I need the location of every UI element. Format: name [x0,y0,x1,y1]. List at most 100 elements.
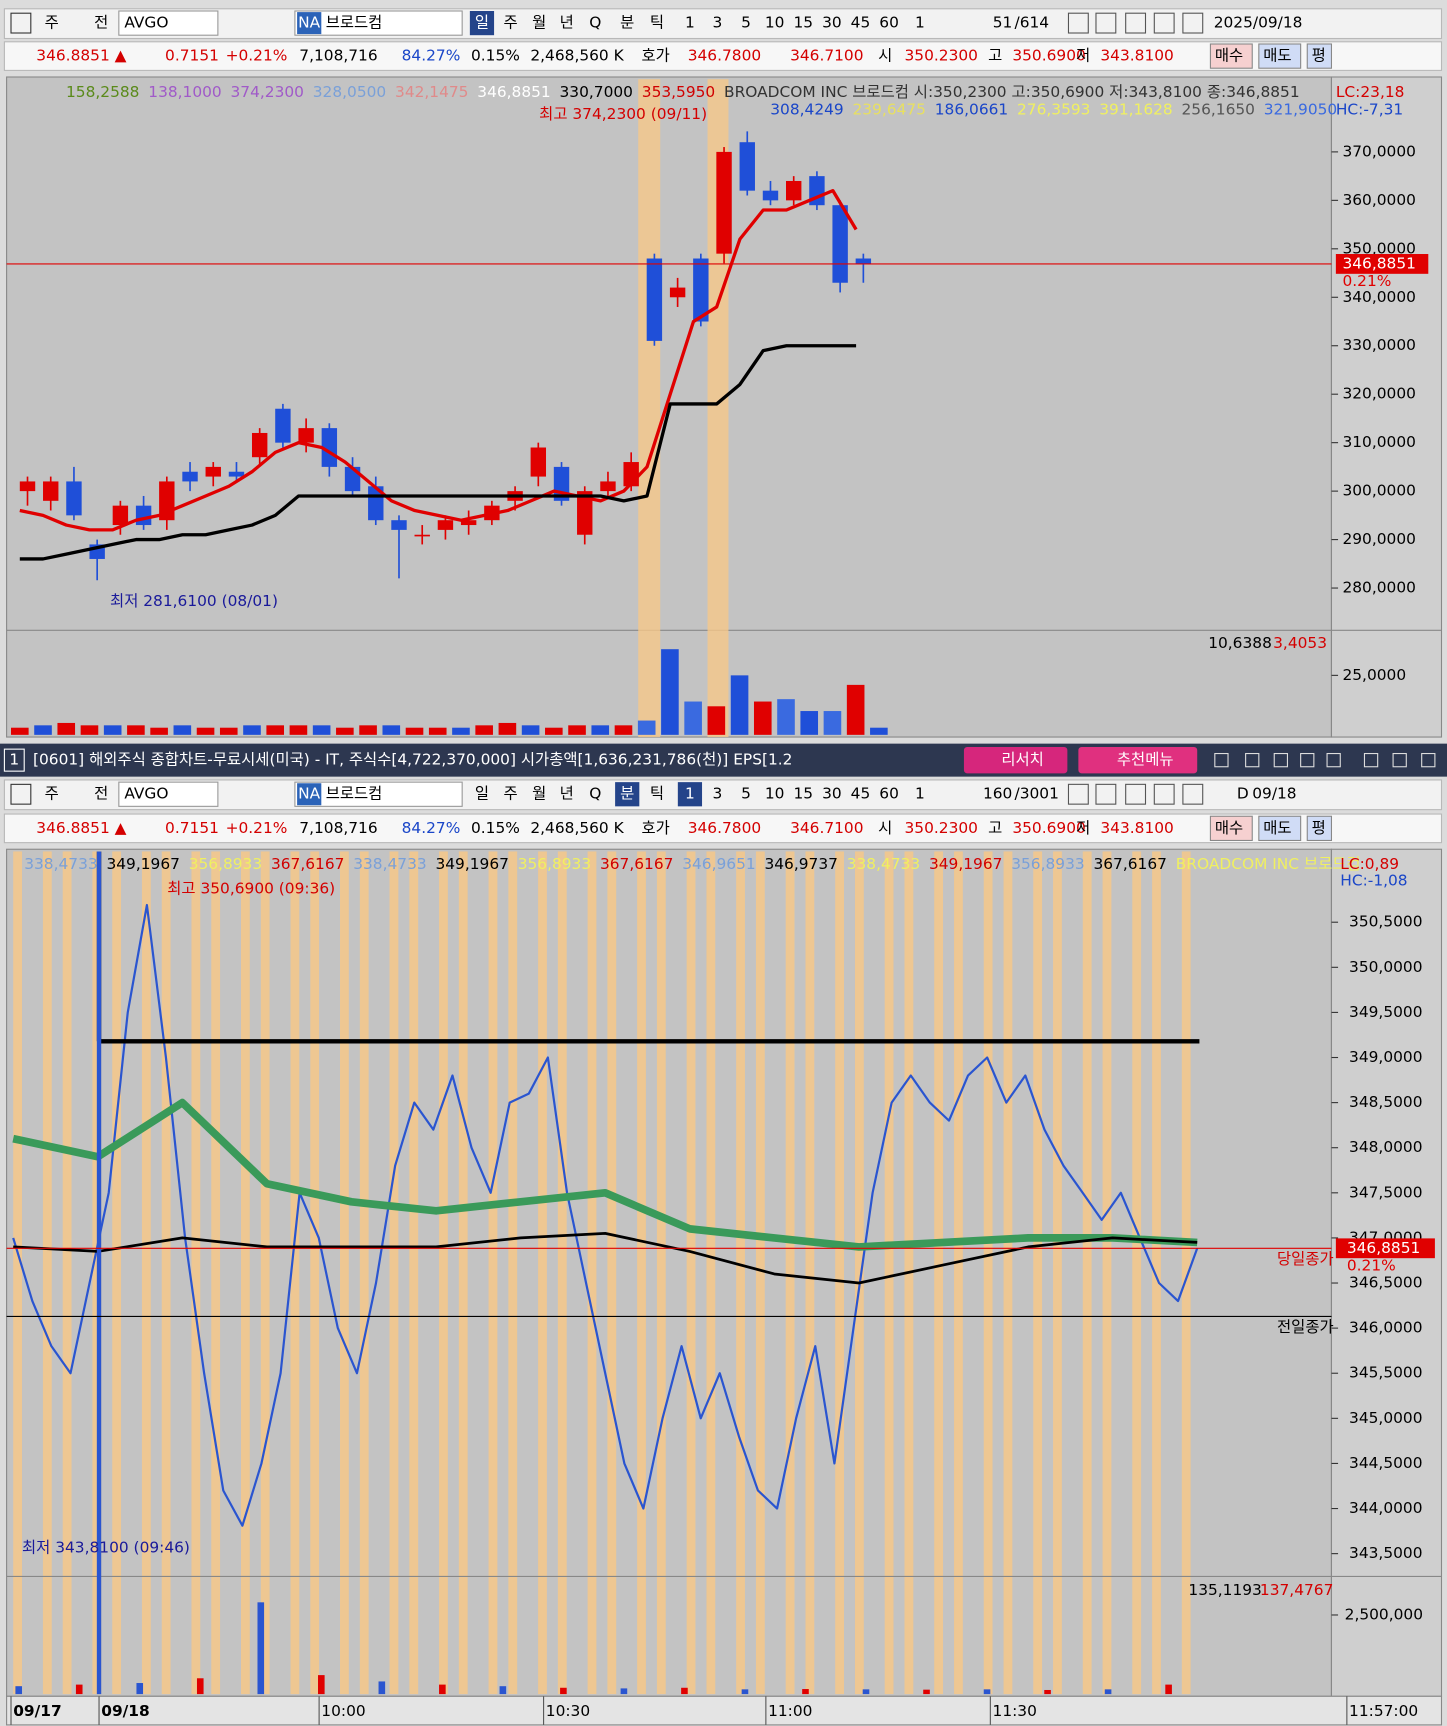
highlight-band [260,851,270,1695]
toolbar-item: 일 [475,785,489,803]
y-tick-label: 345,0000 [1349,1409,1422,1427]
tool-icon[interactable] [1182,783,1204,805]
highlight-band [637,851,646,1695]
legend-value: 346,9651 [682,855,755,873]
y-tick-label: 330,0000 [1342,336,1415,354]
tab-selected[interactable] [677,782,703,807]
price-axis [1330,848,1443,1697]
tool-icon[interactable] [1095,12,1117,34]
quote-value: 매수 [1215,819,1243,837]
tool-icon[interactable] [1067,12,1089,34]
legend-value: 367,6167 [271,855,344,873]
tool-icon[interactable] [1067,783,1089,805]
change-tag: 0.21% [1342,272,1391,290]
market-badge [297,783,322,806]
tool-icon[interactable] [1182,12,1204,34]
toolbar-item: 1 [915,14,925,32]
highlight-band [1003,851,1013,1695]
volume-bar [173,725,192,735]
volume-bar [637,720,656,735]
tool-icon[interactable] [1153,783,1175,805]
window-control[interactable] [1326,752,1341,768]
x-tick-label: 11:30 [993,1702,1037,1720]
x-tick-label: 10:00 [321,1702,365,1720]
volume-bar [75,1684,83,1695]
trade-button[interactable] [1306,43,1333,69]
low-note: 최저 281,6100 (08/01) [110,592,278,610]
highlight-band [439,851,448,1695]
price-axis [1330,76,1443,738]
tool-icon[interactable] [1095,783,1117,805]
tool-icon[interactable] [1153,12,1175,34]
highlight-band [1082,851,1092,1695]
close-prev-label: 전일종가 [1277,1318,1334,1336]
trade-button[interactable] [1209,815,1253,841]
highlight-band [161,851,171,1695]
trade-button[interactable] [1306,815,1333,841]
window-control[interactable] [1273,752,1288,768]
volume-bar [57,722,76,735]
trade-button[interactable] [1258,815,1302,841]
volume-bar [591,725,610,735]
window-control[interactable] [1363,752,1379,768]
title-bar [0,743,1447,777]
tool-icon[interactable] [1125,783,1147,805]
window-control[interactable] [1214,752,1229,768]
toolbar-item: 60 [879,14,899,32]
candle-body [693,258,709,322]
legend-value: 342,1475 [395,83,468,101]
legend-value: 256,1650 [1182,101,1255,119]
legend-value: 349,1967 [435,855,508,873]
trade-button[interactable] [1258,43,1302,69]
legend-value: 391,1628 [1099,101,1172,119]
window-control[interactable] [1300,752,1315,768]
volume-bar [80,725,99,735]
candle-body [43,481,59,501]
toolbar-item: 10 [765,14,785,32]
highlight-band [1053,851,1062,1695]
highlight-band [191,851,201,1695]
volume-bar [428,727,447,735]
y-tick-label: 343,5000 [1349,1544,1422,1562]
volume-bar [439,1684,446,1695]
research-button[interactable] [963,746,1068,774]
window-control[interactable] [1392,752,1407,768]
volume-bar [741,1689,749,1695]
highlight-band [983,851,993,1695]
menu-button[interactable] [1078,746,1198,774]
highlight-band [488,851,498,1695]
candle-body [530,447,547,477]
legend-value: 353,5950 [642,83,715,101]
candle-body [414,534,430,537]
volume-legend: 10,6388 [1208,634,1272,652]
legend-value: BROADCOM INC 브로드컴 [1176,855,1361,873]
volume-bar [499,1686,507,1695]
quote-value: 350.2300 [905,47,978,65]
window-control[interactable] [1245,752,1260,768]
highlight-band [805,851,815,1695]
quote-value: 2,468,560 K [530,47,624,65]
toolbar-item: 51 [993,14,1013,32]
tab-selected[interactable] [469,11,495,36]
tool-icon[interactable] [1125,12,1147,34]
volume-bar [405,727,424,735]
toolbar-item: 주 [45,14,59,32]
quote-value: 저 [1076,819,1090,837]
candle-body [786,180,802,201]
quote-value: 346.7100 [790,47,863,65]
window-control[interactable] [1421,752,1436,768]
volume-bar [243,725,261,735]
candle-body [251,432,268,458]
ma-line [13,1232,1198,1285]
tab-selected[interactable] [615,782,640,807]
volume-bar [475,725,493,735]
volume-bar [359,725,377,735]
candle-body [228,471,245,477]
volume-bar [289,725,308,735]
candle-body [762,190,779,201]
name-input [294,781,463,807]
ma-line [19,344,857,561]
window-number: 1 [9,751,19,769]
volume-bar [681,1687,688,1695]
trade-button[interactable] [1209,43,1253,69]
